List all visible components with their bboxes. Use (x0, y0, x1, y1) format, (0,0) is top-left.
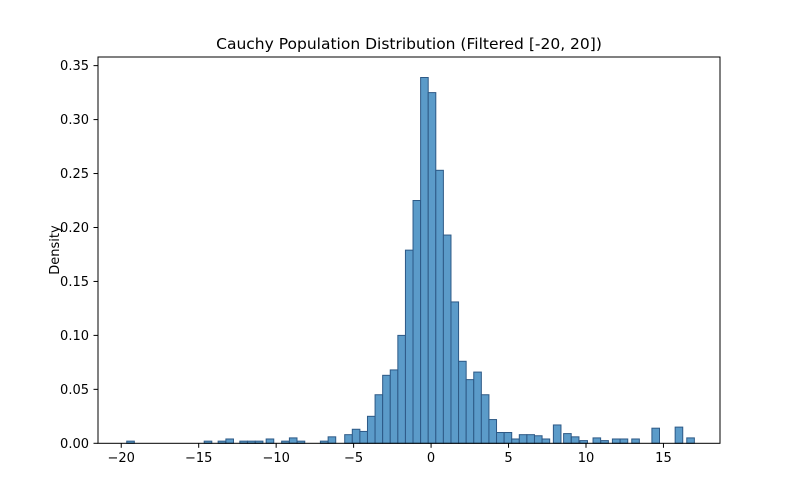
histogram-bar (435, 169, 444, 444)
y-tick-label: 0.00 (60, 437, 89, 452)
x-tick-label: −10 (262, 451, 289, 466)
histogram-bar (225, 438, 234, 444)
bars-layer (126, 77, 695, 444)
chart-title: Cauchy Population Distribution (Filtered… (216, 35, 602, 53)
y-tick-label: 0.15 (60, 275, 89, 290)
x-tick-label: −15 (185, 451, 212, 466)
histogram-bar (552, 424, 562, 444)
histogram-bar (465, 379, 475, 444)
histogram-bar (518, 434, 528, 444)
histogram-bar (533, 435, 543, 444)
histogram-bar (389, 369, 399, 444)
x-tick-label: −20 (108, 451, 135, 466)
histogram-bar (473, 371, 482, 444)
x-tick-label: 10 (578, 451, 595, 466)
y-tick-label: 0.05 (60, 383, 89, 398)
histogram-bar (631, 438, 640, 444)
histogram-bar (265, 438, 275, 444)
histogram-bar (503, 432, 513, 444)
histogram-bar (420, 77, 429, 444)
histogram-bar (611, 438, 621, 444)
y-tick-label: 0.30 (60, 113, 89, 128)
histogram-bar (674, 426, 684, 444)
histogram-bar (442, 234, 452, 444)
histogram-bar (374, 394, 384, 444)
x-tick-label: 15 (655, 451, 672, 466)
histogram-bar (458, 360, 467, 444)
histogram-bar (686, 437, 695, 444)
histogram-bar (450, 301, 460, 444)
histogram-bar (526, 434, 535, 444)
x-tick-label: −5 (344, 451, 363, 466)
histogram-bar (327, 436, 337, 444)
histogram-bar (480, 394, 490, 444)
plot-spines (97, 56, 721, 444)
histogram-bar (344, 434, 353, 444)
histogram-bar (397, 334, 406, 444)
histogram-bar (563, 433, 572, 444)
histogram-bar (511, 438, 520, 444)
y-axis-label: Density (48, 225, 63, 275)
histogram-bar (404, 249, 414, 444)
histogram-bar (651, 427, 660, 444)
y-tick-label: 0.25 (60, 167, 89, 182)
histogram-bar (619, 438, 629, 444)
histogram-bar (412, 200, 422, 444)
histogram-bar (366, 415, 376, 444)
x-tick-label: 0 (427, 451, 435, 466)
histogram-bar (541, 438, 551, 444)
histogram-bar (382, 374, 391, 444)
histogram-bar (496, 432, 505, 444)
histogram-bar (488, 419, 498, 444)
y-tick-label: 0.10 (60, 329, 89, 344)
x-tick-label: 5 (504, 451, 512, 466)
y-tick-label: 0.35 (60, 59, 89, 74)
axes-layer: −20 −15 −10 −5 0 5 10 15 0.00 0.05 0.10 0.15 0.20 0.2… (60, 56, 721, 466)
histogram-bar (359, 430, 368, 444)
histogram-bar (351, 428, 361, 444)
y-tick-label: 0.20 (60, 221, 89, 236)
histogram-bar (592, 437, 602, 444)
histogram-bar (570, 436, 580, 444)
histogram-bar (288, 437, 298, 444)
histogram-bar (427, 92, 437, 444)
